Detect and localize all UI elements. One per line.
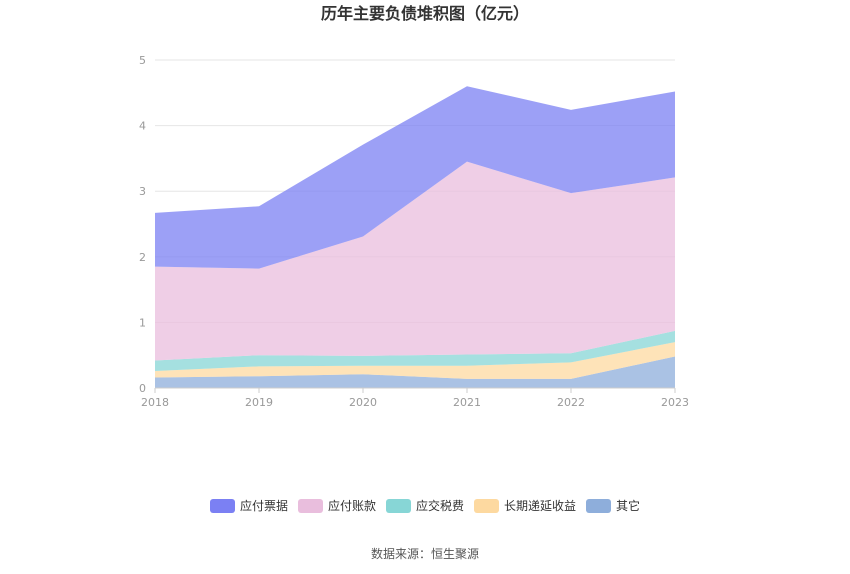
legend-label: 应交税费: [416, 498, 464, 513]
area-series: [155, 86, 675, 388]
area-series-1[interactable]: [155, 342, 675, 379]
legend-item[interactable]: 应付账款: [298, 498, 376, 513]
legend-label: 应付账款: [328, 498, 376, 513]
chart-title: 历年主要负债堆积图（亿元）: [321, 4, 529, 23]
data-source-note: 数据来源：恒生聚源: [371, 546, 479, 561]
legend-item[interactable]: 应交税费: [386, 498, 464, 513]
legend-swatch: [298, 499, 323, 513]
area-series-4[interactable]: [155, 86, 675, 269]
legend: 应付票据 应付账款 应交税费 长期递延收益 其它: [210, 498, 640, 513]
area-series-0[interactable]: [155, 356, 675, 388]
x-tick-label: 2018: [141, 396, 169, 409]
legend-swatch: [210, 499, 235, 513]
y-tick-label: 5: [139, 54, 146, 67]
legend-swatch: [586, 499, 611, 513]
y-tick-label: 1: [139, 316, 146, 329]
legend-label: 长期递延收益: [504, 499, 576, 513]
y-tick-label: 3: [139, 185, 146, 198]
axes: 0 1 2 3 4 5 2018 2019 2020 2021 2022 2023: [139, 54, 689, 409]
area-series-2[interactable]: [155, 330, 675, 371]
legend-item[interactable]: 长期递延收益: [474, 499, 576, 513]
legend-label: 应付票据: [240, 498, 288, 513]
legend-label: 其它: [616, 498, 640, 513]
y-tick-label: 0: [139, 382, 146, 395]
legend-item[interactable]: 其它: [586, 498, 640, 513]
area-series-3[interactable]: [155, 161, 675, 361]
legend-item[interactable]: 应付票据: [210, 498, 288, 513]
x-tick-label: 2019: [245, 396, 273, 409]
y-tick-label: 2: [139, 251, 146, 264]
legend-swatch: [474, 499, 499, 513]
legend-swatch: [386, 499, 411, 513]
x-tick-label: 2023: [661, 396, 689, 409]
x-tick-label: 2020: [349, 396, 377, 409]
x-tick-label: 2021: [453, 396, 481, 409]
x-tick-label: 2022: [557, 396, 585, 409]
y-tick-label: 4: [139, 120, 146, 133]
